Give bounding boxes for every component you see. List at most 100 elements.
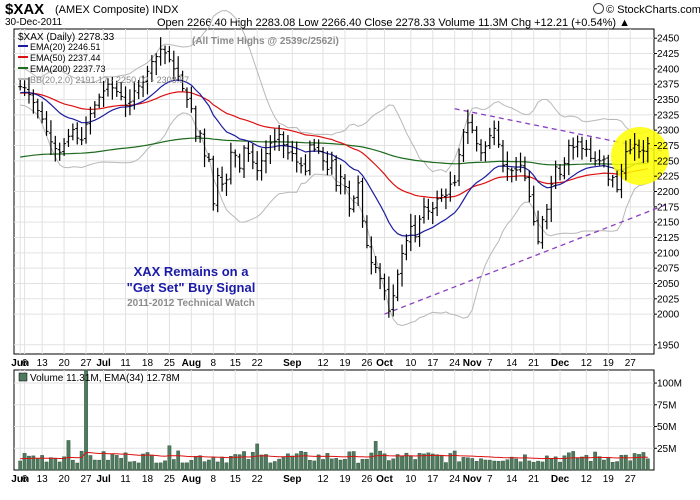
price-bar: [110, 76, 115, 100]
volume-bar: [558, 461, 562, 471]
price-bar: [373, 255, 378, 274]
price-tick-label: 2375: [657, 80, 680, 91]
volume-bar: [527, 460, 532, 471]
volume-bar: [132, 461, 137, 471]
price-bar: [84, 116, 89, 144]
price-bar: [421, 197, 426, 224]
volume-bar: [422, 453, 426, 471]
volume-bar: [97, 459, 102, 471]
watermark-text: © StockCharts.com: [606, 4, 700, 16]
volume-bar: [637, 454, 641, 471]
legend-bb: BB(20,2.0) 2191.17 - 2250.02 - 2308.87: [30, 75, 189, 85]
price-bar: [272, 128, 277, 151]
volume-bar: [509, 456, 514, 471]
volume-bar: [35, 458, 40, 471]
date-tick-label: 7: [487, 358, 493, 369]
price-bar: [299, 157, 304, 174]
volume-bar: [53, 458, 58, 471]
volume-bar: [395, 454, 400, 471]
volume-bar: [163, 460, 167, 471]
price-bar: [558, 164, 563, 181]
volume-bar: [88, 455, 93, 471]
price-tick-label: 2325: [657, 110, 680, 121]
volume-bar: [281, 456, 286, 471]
volume-bar: [193, 455, 198, 471]
volume-bar: [562, 455, 567, 471]
volume-date-tick-label: 19: [603, 474, 615, 485]
volume-bar: [632, 453, 637, 471]
price-tick-label: 1950: [657, 340, 680, 351]
volume-bar: [229, 455, 233, 471]
volume-date-tick-label: Jun: [11, 474, 29, 485]
volume-date-tick-label: 10: [405, 474, 417, 485]
price-bar: [470, 113, 475, 134]
price-bar: [571, 137, 576, 160]
signal-line-2: "Get Set" Buy Signal: [127, 280, 256, 295]
volume-bar: [40, 455, 44, 471]
volume-date-tick-label: Sep: [283, 474, 301, 485]
volume-bar: [246, 459, 251, 471]
price-bar: [233, 149, 238, 168]
price-tick-label: 2125: [657, 233, 680, 244]
volume-tick-label: 100M: [657, 379, 682, 390]
price-bar: [382, 273, 387, 301]
volume-bar: [571, 451, 576, 471]
date-tick-label: 18: [142, 358, 154, 369]
price-bar: [593, 151, 598, 166]
price-bar: [215, 167, 220, 213]
volume-panel: 25M 50M 75M 100M Volume 11.31M, EMA(34) 12.…: [13, 369, 682, 471]
price-bar: [518, 152, 523, 173]
volume-date-tick-label: 21: [528, 474, 540, 485]
price-bar: [206, 153, 211, 163]
volume-bar: [439, 455, 444, 471]
price-bar: [549, 175, 554, 223]
price-bar: [426, 198, 431, 220]
price-bar: [435, 190, 440, 217]
volume-bar: [215, 461, 220, 471]
date-tick-label: Aug: [182, 358, 201, 369]
legend-ema20: EMA(20) 2246.51: [30, 42, 101, 52]
price-bar: [492, 120, 497, 146]
price-bar: [457, 148, 462, 187]
price-bar: [641, 140, 646, 164]
volume-bar: [479, 458, 483, 471]
price-bar: [18, 77, 23, 91]
volume-bar: [290, 455, 295, 471]
volume-date-tick-label: Jul: [96, 474, 111, 485]
price-bar: [167, 46, 172, 63]
price-bar: [263, 140, 268, 174]
chart-date: 30-Dec-2011: [5, 17, 63, 28]
volume-bar: [207, 459, 211, 471]
volume-bar: [198, 455, 202, 471]
volume-bar: [457, 461, 461, 471]
price-bar: [193, 105, 198, 142]
price-bar: [448, 171, 453, 202]
price-bar: [610, 174, 615, 188]
price-bar: [527, 170, 532, 203]
volume-date-tick-label: Aug: [182, 474, 201, 485]
price-bar: [88, 106, 93, 135]
volume-bar: [628, 460, 633, 471]
date-tick-label: 27: [80, 358, 92, 369]
price-bar: [26, 77, 31, 104]
price-bar: [145, 65, 150, 95]
price-bar: [364, 215, 369, 249]
volume-bar: [448, 453, 453, 471]
volume-bar: [602, 459, 606, 471]
volume-bars: [18, 369, 650, 471]
volume-bar: [114, 455, 119, 471]
volume-bar: [356, 462, 360, 471]
volume-bar: [49, 457, 53, 471]
price-tick-label: 2425: [657, 49, 680, 60]
price-bar: [123, 86, 128, 117]
volume-bar: [360, 458, 365, 471]
price-bar: [483, 141, 488, 162]
volume-bar: [531, 461, 536, 471]
price-bar: [325, 151, 330, 176]
price-bar: [149, 55, 154, 83]
quote-line: Open 2266.40 High 2283.08 Low 2266.40 Cl…: [157, 17, 631, 29]
volume-bar: [466, 457, 470, 471]
volume-bar: [242, 451, 246, 471]
volume-date-tick-label: Dec: [551, 474, 570, 485]
price-bar: [597, 149, 602, 166]
